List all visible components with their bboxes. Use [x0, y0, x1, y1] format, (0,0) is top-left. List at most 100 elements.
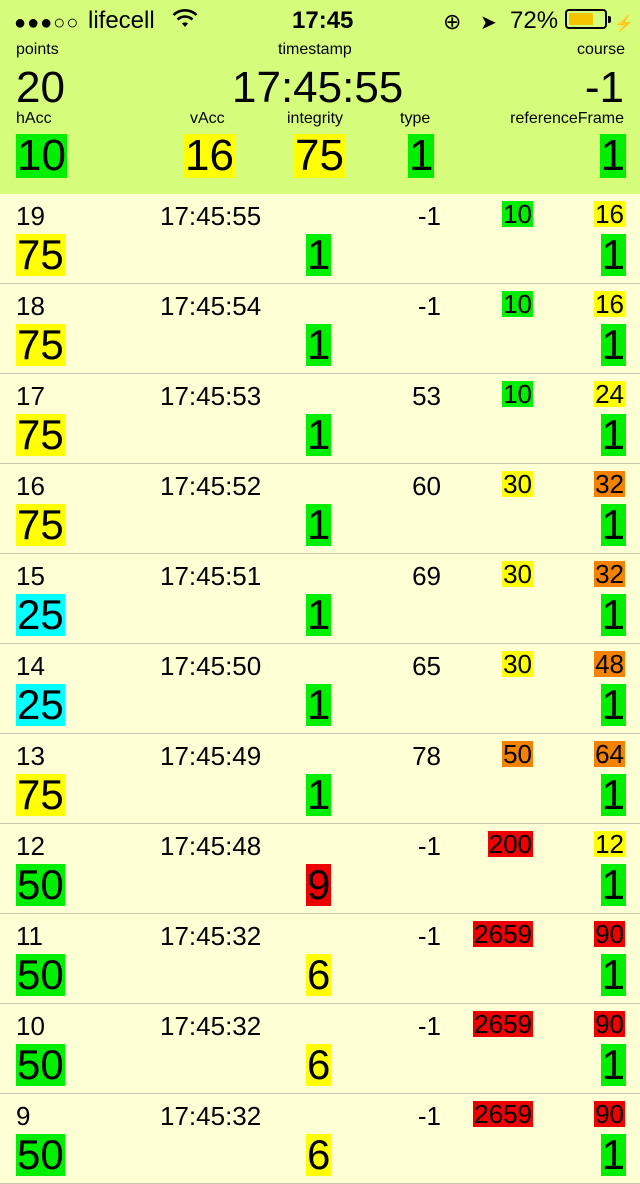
list-item[interactable]: 11 17:45:32 -1 2659 90 50 6 1 — [0, 914, 640, 1004]
list-item[interactable]: 14 17:45:50 65 30 48 25 1 1 — [0, 644, 640, 734]
timestamp-label: timestamp — [278, 41, 352, 58]
type-label: type — [400, 110, 431, 127]
row-timestamp: 17:45:54 — [160, 291, 262, 321]
orientation-lock-icon: ⊕ — [443, 9, 462, 34]
row-hacc: 30 — [502, 559, 533, 589]
row-integrity: 50 — [16, 861, 65, 908]
row-reference-frame: 1 — [600, 1041, 626, 1088]
reference-frame-label: referenceFrame — [510, 110, 624, 127]
row-course: -1 — [417, 291, 441, 321]
row-type: 6 — [306, 1131, 332, 1178]
row-timestamp: 17:45:51 — [160, 561, 262, 591]
row-timestamp: 17:45:32 — [160, 1101, 262, 1131]
row-index: 15 — [16, 561, 45, 591]
row-course: 69 — [412, 561, 441, 591]
row-reference-frame: 1 — [600, 681, 626, 728]
row-index: 17 — [16, 381, 45, 411]
row-course: -1 — [417, 831, 441, 861]
row-timestamp: 17:45:32 — [160, 921, 262, 951]
reference-frame-value: 1 — [599, 131, 626, 180]
type-value: 1 — [408, 131, 435, 180]
battery-percent: 72% — [510, 7, 559, 34]
row-type: 1 — [306, 321, 332, 368]
carrier-name: lifecell — [88, 7, 155, 34]
list-item[interactable]: 17 17:45:53 53 10 24 75 1 1 — [0, 374, 640, 464]
row-integrity: 50 — [16, 1131, 65, 1178]
row-index: 13 — [16, 741, 45, 771]
battery-fill — [569, 13, 594, 25]
row-course: 53 — [412, 381, 441, 411]
row-course: 78 — [412, 741, 441, 771]
status-time: 17:45 — [292, 7, 354, 34]
row-index: 9 — [16, 1101, 31, 1131]
row-type: 1 — [306, 501, 332, 548]
row-reference-frame: 1 — [600, 321, 626, 368]
course-value: -1 — [584, 63, 624, 112]
row-timestamp: 17:45:55 — [160, 201, 262, 231]
list-item[interactable]: 16 17:45:52 60 30 32 75 1 1 — [0, 464, 640, 554]
row-integrity: 25 — [16, 681, 65, 728]
signal-strength: ●●●○○ — [14, 12, 80, 34]
list-item[interactable]: 15 17:45:51 69 30 32 25 1 1 — [0, 554, 640, 644]
row-vacc: 64 — [594, 739, 625, 769]
row-reference-frame: 1 — [600, 231, 626, 278]
summary-header: ●●●○○ lifecell 17:45 ⊕ ➤ 72% ⚡ points ti… — [0, 0, 640, 194]
hacc-value: 10 — [16, 131, 67, 180]
row-hacc: 30 — [502, 469, 533, 499]
row-vacc: 90 — [594, 919, 625, 949]
row-vacc: 12 — [594, 829, 625, 859]
row-type: 6 — [306, 1041, 332, 1088]
row-vacc: 16 — [594, 289, 625, 319]
integrity-label: integrity — [287, 110, 344, 127]
integrity-value: 75 — [294, 131, 345, 180]
row-reference-frame: 1 — [600, 411, 626, 458]
row-integrity: 75 — [16, 771, 65, 818]
points-list[interactable]: 19 17:45:55 -1 10 16 75 1 1 18 17:45:54 -1 10 16 75 1 1… — [0, 194, 640, 1184]
row-timestamp: 17:45:50 — [160, 651, 262, 681]
vacc-value: 16 — [184, 131, 235, 180]
row-integrity: 75 — [16, 321, 65, 368]
list-item[interactable]: 10 17:45:32 -1 2659 90 50 6 1 — [0, 1004, 640, 1094]
row-integrity: 75 — [16, 501, 65, 548]
row-vacc: 16 — [594, 199, 625, 229]
row-index: 19 — [16, 201, 45, 231]
row-reference-frame: 1 — [600, 591, 626, 638]
row-timestamp: 17:45:32 — [160, 1011, 262, 1041]
row-integrity: 75 — [16, 231, 65, 278]
list-item[interactable]: 18 17:45:54 -1 10 16 75 1 1 — [0, 284, 640, 374]
row-vacc: 48 — [594, 649, 625, 679]
row-timestamp: 17:45:48 — [160, 831, 262, 861]
row-hacc: 50 — [502, 739, 533, 769]
row-reference-frame: 1 — [600, 951, 626, 998]
row-type: 1 — [306, 681, 332, 728]
row-integrity: 50 — [16, 1041, 65, 1088]
course-label: course — [576, 41, 625, 58]
row-index: 16 — [16, 471, 45, 501]
list-item[interactable]: 9 17:45:32 -1 2659 90 50 6 1 — [0, 1094, 640, 1184]
row-hacc: 10 — [502, 289, 533, 319]
row-timestamp: 17:45:52 — [160, 471, 262, 501]
points-label: points — [16, 41, 59, 58]
list-item[interactable]: 19 17:45:55 -1 10 16 75 1 1 — [0, 194, 640, 284]
row-hacc: 10 — [502, 379, 533, 409]
row-course: -1 — [417, 1101, 441, 1131]
list-item[interactable]: 12 17:45:48 -1 200 12 50 9 1 — [0, 824, 640, 914]
row-integrity: 50 — [16, 951, 65, 998]
list-item[interactable]: 13 17:45:49 78 50 64 75 1 1 — [0, 734, 640, 824]
row-reference-frame: 1 — [600, 861, 626, 908]
row-reference-frame: 1 — [600, 771, 626, 818]
row-type: 1 — [306, 591, 332, 638]
row-type: 9 — [306, 861, 332, 908]
row-hacc: 10 — [502, 199, 533, 229]
row-vacc: 90 — [594, 1099, 625, 1129]
row-hacc: 2659 — [473, 919, 533, 949]
row-hacc: 30 — [502, 649, 533, 679]
row-type: 1 — [306, 411, 332, 458]
row-timestamp: 17:45:49 — [160, 741, 262, 771]
row-index: 11 — [16, 921, 43, 951]
row-type: 6 — [306, 951, 332, 998]
charging-icon: ⚡ — [614, 16, 634, 33]
row-course: -1 — [417, 921, 441, 951]
row-vacc: 90 — [594, 1009, 625, 1039]
row-type: 1 — [306, 771, 332, 818]
